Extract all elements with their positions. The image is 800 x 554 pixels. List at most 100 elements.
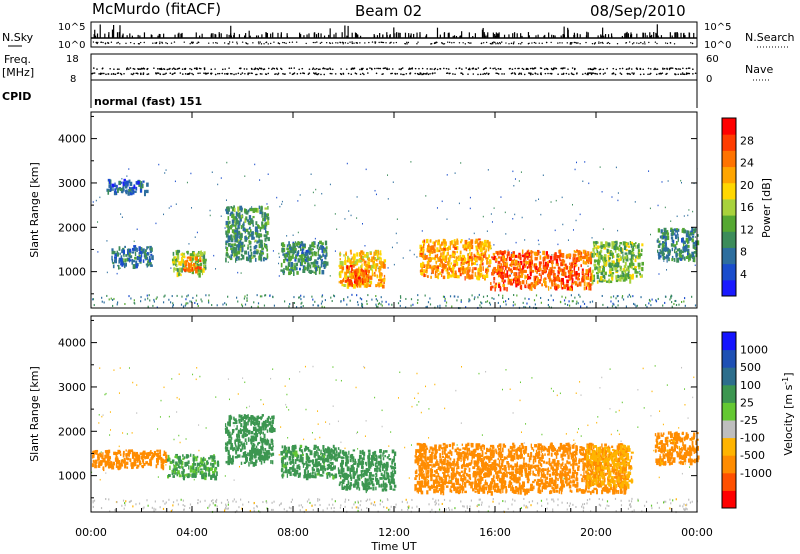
power-region-4-cell [304, 266, 307, 271]
power-region-8-cell [568, 253, 571, 257]
freq-point [243, 68, 246, 70]
power-ground-cell [445, 301, 448, 304]
velocity-ground-cell [224, 508, 226, 511]
freq-point [96, 68, 98, 70]
power-region-8-cell [572, 253, 576, 258]
velocity-ground-cell [142, 507, 144, 510]
power-region-8-cell [533, 275, 535, 281]
velocity-ground-cell [116, 501, 118, 504]
nave-point [409, 73, 411, 75]
nsearch-point [570, 43, 572, 45]
power-region-10-cell [694, 240, 697, 246]
velocity-ground-cell [197, 502, 199, 505]
power-region-8-cell [586, 276, 590, 281]
power-scatter-cell [692, 210, 694, 213]
freq-point [564, 67, 566, 69]
power-ground-cell [632, 295, 634, 298]
power-region-9-cell [629, 274, 632, 277]
freq-point [317, 68, 320, 71]
nsearch-point [638, 42, 640, 45]
power-ground-cell [534, 303, 536, 306]
nave-point [248, 72, 250, 74]
nsearch-point [138, 43, 141, 45]
velocity-ground-cell [232, 500, 234, 503]
power-region-9-cell [605, 241, 608, 245]
velocity-scatter-cell [227, 378, 229, 380]
power-region-7-cell [452, 264, 455, 268]
power-region-6-cell [350, 270, 353, 273]
power-region-3-cell [233, 250, 237, 254]
power-region-9-cell [629, 258, 632, 261]
nave-point [187, 73, 189, 75]
power-scatter-cell [387, 267, 389, 269]
power-region-7-cell [423, 242, 426, 246]
nsearch-point [462, 42, 464, 44]
power-scatter-cell [278, 275, 280, 277]
power-region-8-cell [512, 266, 516, 271]
power-colorbar-swatch [722, 263, 736, 281]
nsearch-point [257, 41, 260, 43]
power-ground-cell [621, 295, 624, 298]
power-ground-cell [547, 298, 550, 301]
velocity-ground-cell [552, 508, 554, 511]
power-scatter-cell [683, 215, 685, 217]
power-region-8-cell [566, 254, 569, 257]
velocity-ground-cell [371, 502, 373, 505]
power-ground-cell [330, 296, 332, 299]
power-region-4-cell [290, 261, 294, 266]
power-region-10-cell [689, 232, 693, 236]
power-region-8-cell [580, 252, 583, 255]
power-region-9-cell [617, 278, 620, 282]
power-region-5-cell [370, 280, 373, 285]
power-scatter-cell [599, 166, 601, 168]
power-region-8-cell [547, 274, 551, 280]
power-region-0-cell [138, 254, 141, 258]
power-region-4-cell [312, 265, 316, 268]
power-region-11-cell [146, 182, 149, 187]
power-region-8-cell [509, 279, 512, 283]
power-region-7-cell [489, 245, 492, 250]
nsearch-tick-low: 10^0 [704, 40, 731, 51]
power-region-7-cell [462, 244, 464, 249]
power-region-5-cell [356, 259, 359, 262]
power-region-7-cell [424, 255, 427, 261]
nave-point [619, 72, 622, 74]
power-region-7-cell [436, 253, 439, 259]
velocity-ground-cell [691, 500, 693, 503]
power-region-10-cell [657, 238, 659, 241]
power-ground-cell [155, 297, 157, 300]
power-region-3-cell [266, 255, 269, 259]
velocity-ground-cell [569, 502, 571, 505]
power-region-7-cell [432, 265, 435, 271]
power-region-9-cell [633, 243, 636, 247]
power-region-7-cell [468, 247, 471, 252]
nsearch-point [512, 43, 515, 45]
power-region-8-cell [541, 272, 544, 275]
power-region-1-cell [176, 268, 179, 272]
freq-point [429, 68, 432, 70]
nsearch-point [129, 41, 132, 44]
nsearch-point [228, 43, 230, 45]
velocity-ground-cell [523, 497, 525, 500]
power-region-8-cell [493, 280, 495, 284]
power-region-10-cell [664, 243, 667, 247]
power-region-3-cell [234, 224, 237, 229]
power-region-10-cell [679, 253, 682, 258]
nave-point [514, 73, 517, 75]
power-region-8-cell [504, 279, 506, 283]
velocity-scatter-cell [178, 373, 180, 375]
power-region-7-cell [440, 248, 444, 252]
nsearch-point [496, 42, 499, 44]
power-ground-cell [241, 305, 244, 308]
power-region-8-cell [494, 287, 496, 292]
power-scatter-cell [688, 209, 690, 211]
power-region-9-cell [637, 262, 641, 267]
power-region-0-cell [126, 257, 129, 262]
power-ground-cell [366, 300, 368, 303]
power-region-9-cell [623, 245, 627, 250]
power-ground-cell [477, 296, 479, 299]
nave-point [536, 73, 539, 75]
freq-point [635, 67, 638, 69]
power-region-1-cell [201, 251, 204, 256]
power-region-2-cell [183, 268, 185, 271]
